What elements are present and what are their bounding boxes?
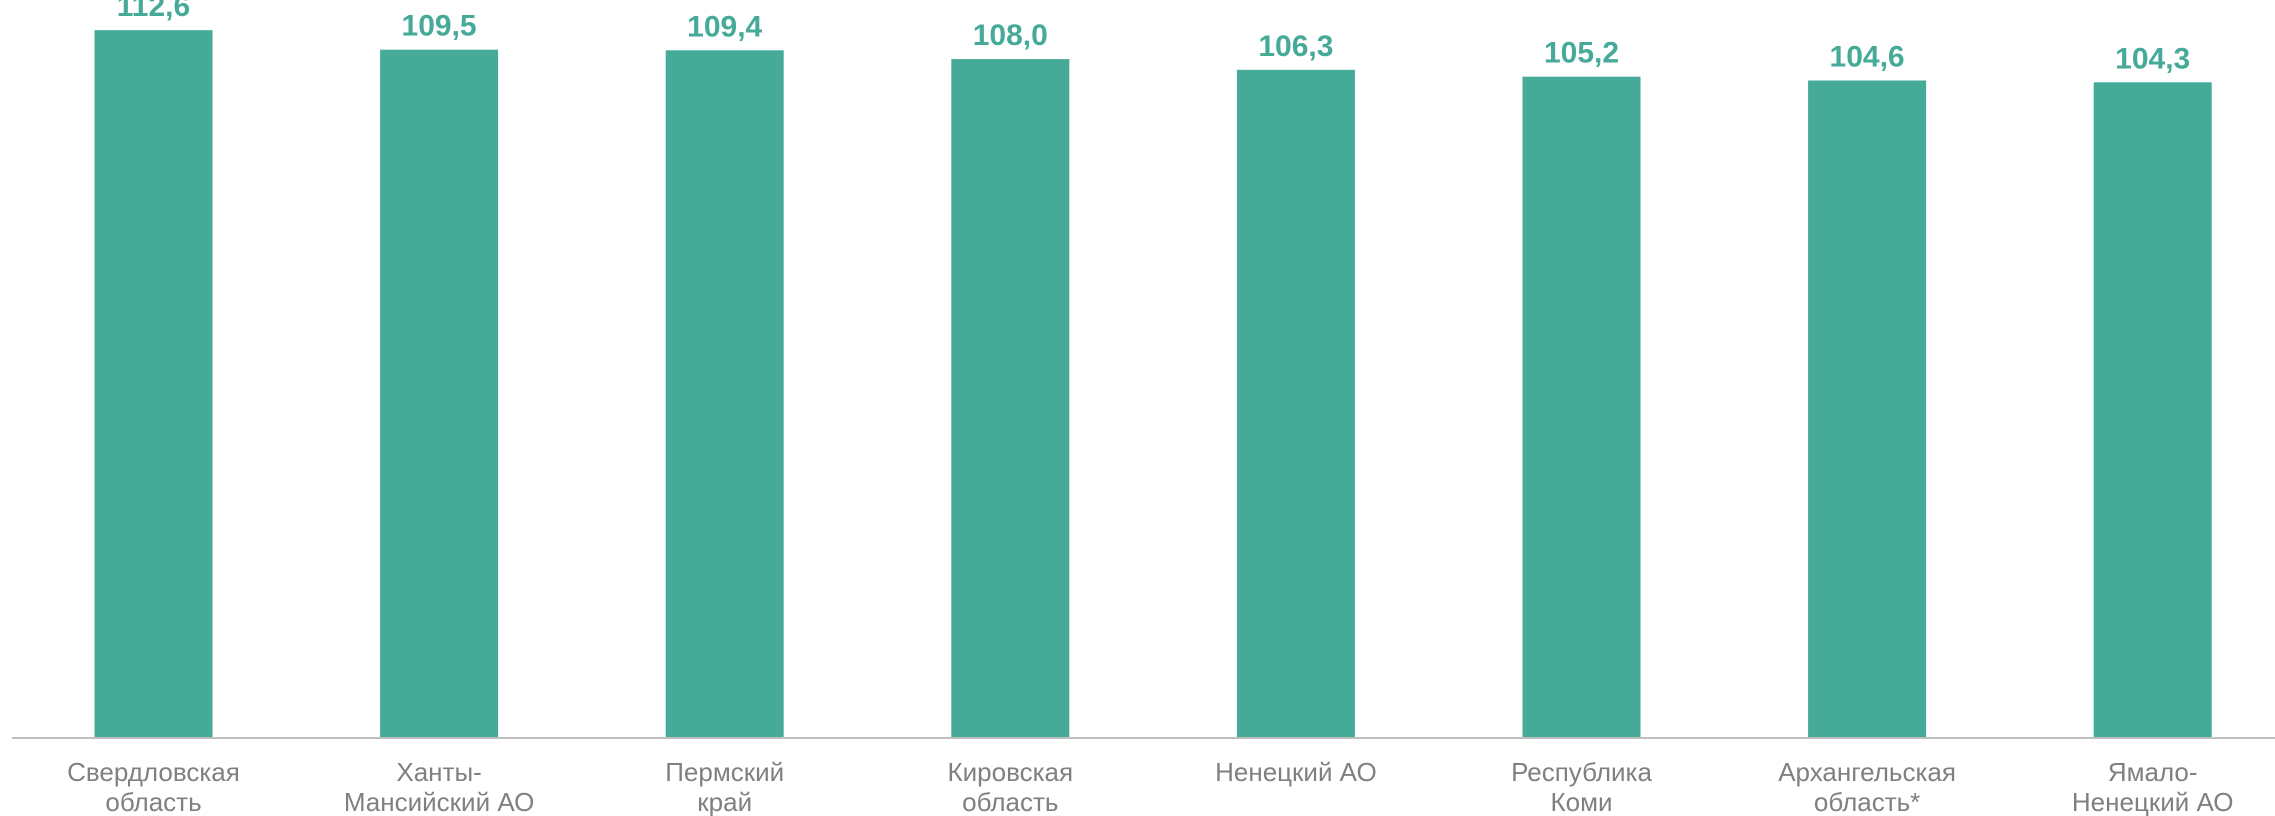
x-tick-label: Архангельская (1778, 757, 1956, 787)
x-tick-label: Ямало- (2108, 757, 2198, 787)
bar (2093, 82, 2212, 739)
x-tick-label: область (105, 787, 201, 816)
x-tick-label: Ненецкий АО (1215, 757, 1377, 787)
bar (94, 30, 213, 738)
x-tick-label: Коми (1550, 787, 1612, 816)
data-label: 109,5 (402, 10, 477, 43)
data-label: 109,4 (687, 10, 762, 43)
data-label: 105,2 (1544, 37, 1619, 70)
bar (1236, 69, 1355, 739)
x-tick-label: Кировская (947, 757, 1073, 787)
bar (1808, 80, 1927, 738)
x-tick-label: область* (1814, 787, 1920, 816)
bar (665, 50, 784, 739)
bar (1522, 76, 1641, 738)
x-tick-label: край (697, 787, 752, 816)
bar (380, 49, 499, 738)
x-tick-label: Пермский (665, 757, 784, 787)
x-tick-label: Республика (1511, 757, 1652, 787)
x-tick-label: Мансийский АО (344, 787, 534, 816)
data-label: 112,6 (117, 0, 190, 23)
data-label: 108,0 (973, 19, 1048, 52)
x-tick-label: Ненецкий АО (2072, 787, 2234, 816)
x-tick-label: Ханты- (396, 757, 481, 787)
data-label: 104,6 (1830, 41, 1905, 74)
data-label: 106,3 (1258, 30, 1333, 63)
bar (951, 59, 1070, 739)
data-label: 104,3 (2115, 42, 2190, 75)
x-tick-label: область (962, 787, 1058, 816)
x-tick-label: Свердловская (67, 757, 240, 787)
bars-group (94, 30, 2212, 739)
value-labels-group: 112,6 109,5 109,4 108,0 106,3 105,2 104,6 104,3 (117, 0, 2190, 75)
